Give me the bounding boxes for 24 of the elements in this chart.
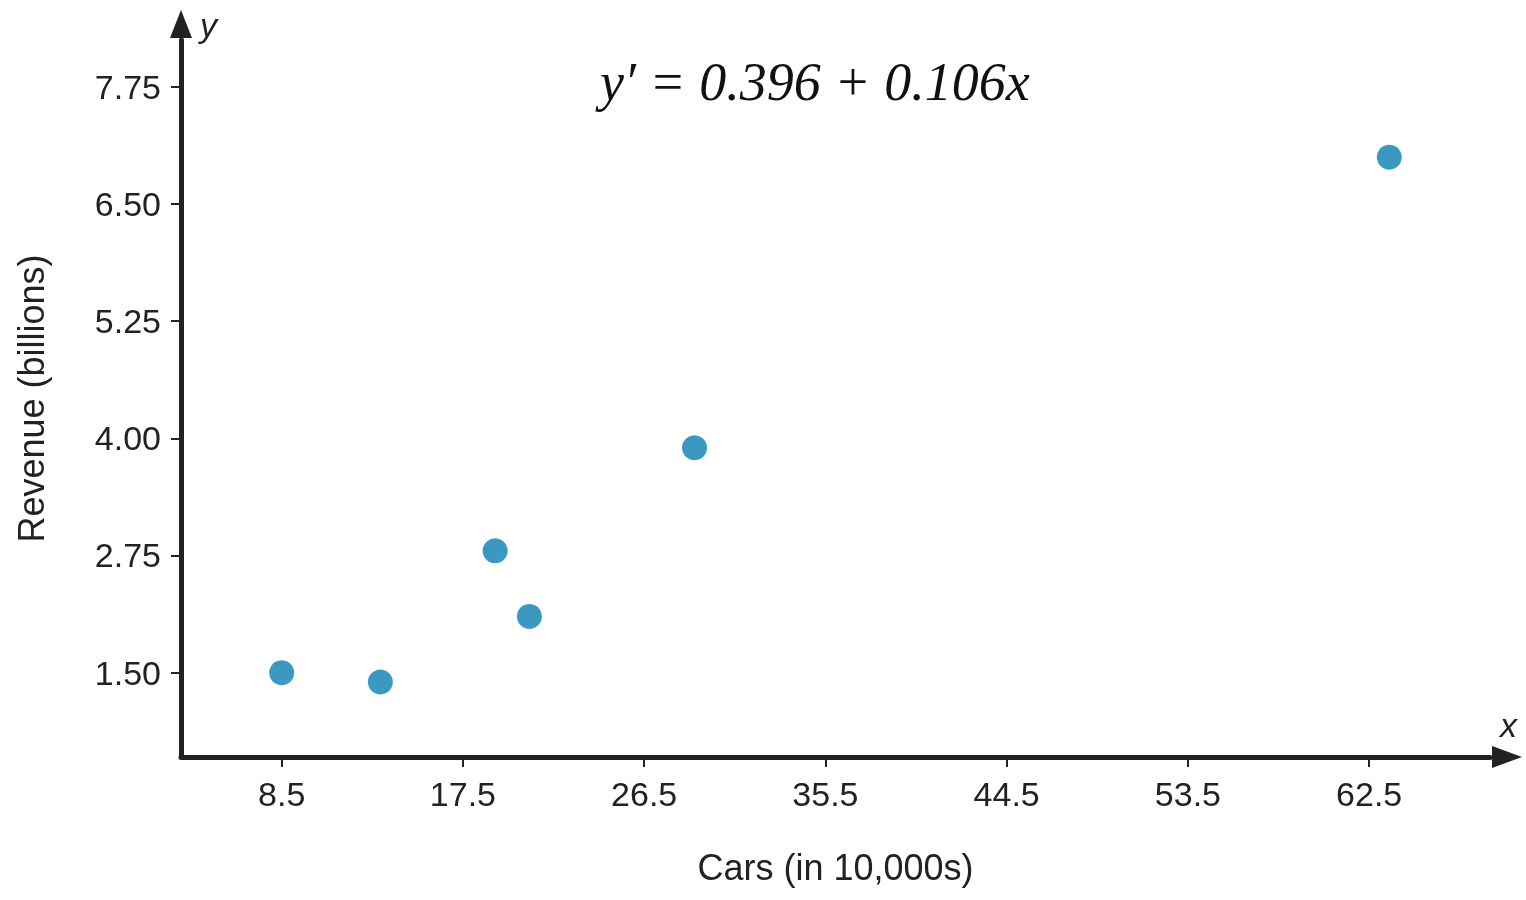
point — [367, 669, 393, 695]
y-tick-label: 1.50 — [94, 653, 161, 692]
point — [682, 435, 708, 461]
point — [516, 603, 542, 629]
y-tick-label: 7.75 — [94, 67, 161, 106]
y-tick-label: 2.75 — [94, 536, 161, 575]
point — [1376, 144, 1402, 170]
y-tick-label: 5.25 — [94, 302, 161, 341]
x-tick-label: 35.5 — [792, 775, 859, 813]
x-tick-label: 44.5 — [973, 775, 1040, 813]
annotation: y — [198, 6, 219, 44]
x-tick-label: 53.5 — [1154, 775, 1222, 813]
text: x — [1498, 706, 1518, 744]
x-tick-label: 26.5 — [611, 775, 678, 813]
y-axis-title: Revenue (billions) — [10, 254, 52, 543]
point — [269, 660, 295, 686]
annotation: y′ = 0.396 + 0.106x — [595, 52, 1030, 112]
x-axis-title: Cars (in 10,000s) — [697, 846, 974, 888]
point — [482, 538, 508, 564]
x-tick-label: 17.5 — [429, 775, 497, 813]
x-tick-label: 62.5 — [1336, 775, 1403, 813]
x-tick-label: 8.5 — [258, 775, 306, 813]
y-tick-label: 4.00 — [94, 419, 161, 458]
y-tick-label: 6.50 — [94, 185, 161, 224]
